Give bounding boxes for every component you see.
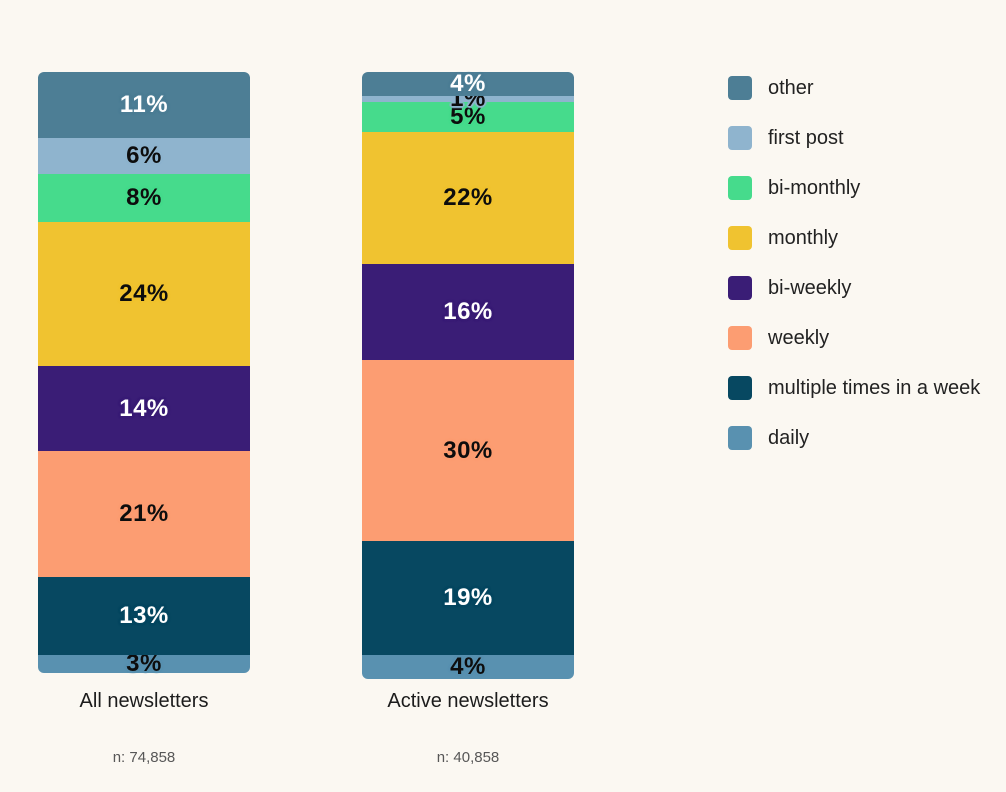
sample-size-active-newsletters: n: 40,858 (436, 749, 500, 766)
category-label-all-newsletters: All newsletters (79, 690, 209, 712)
bar-segment-first-post[interactable]: 1% (362, 86, 574, 112)
legend-label: monthly (768, 227, 839, 249)
legend-swatch-weekly (728, 326, 752, 350)
legend-swatch-bi-weekly (728, 276, 752, 300)
bar-segment-weekly[interactable]: 30% (362, 360, 574, 541)
legend-label: daily (768, 427, 810, 449)
bar-segment-daily[interactable]: 4% (362, 652, 574, 680)
bar-segment-bi-weekly[interactable]: 16% (362, 264, 574, 361)
bar-segment-other[interactable]: 11% (38, 72, 250, 139)
segment-value-label: 19% (443, 583, 493, 611)
legend-label: first post (768, 127, 844, 149)
legend-item-weekly[interactable]: weekly (728, 323, 988, 353)
legend-swatch-multiple-times-in-a-week (728, 376, 752, 400)
segment-value-label: 22% (443, 184, 493, 212)
bar-segment-multiple-times-in-a-week[interactable]: 13% (38, 576, 250, 655)
legend-item-first-post[interactable]: first post (728, 123, 988, 153)
legend-swatch-daily (728, 426, 752, 450)
bar-segment-monthly[interactable]: 24% (38, 222, 250, 367)
category-label-active-newsletters: Active newsletters (387, 690, 549, 712)
legend-label: multiple times in a week (768, 377, 981, 399)
segment-value-label: 8% (126, 184, 162, 212)
bar-segment-weekly[interactable]: 21% (38, 450, 250, 577)
bar-segment-monthly[interactable]: 22% (362, 132, 574, 265)
segment-value-label: 5% (450, 103, 486, 131)
bar-active-newsletters: 4% 1% 5% 22% 16% 30% 19% 4% (362, 70, 574, 679)
legend-item-monthly[interactable]: monthly (728, 223, 988, 253)
legend-swatch-bi-monthly (728, 176, 752, 200)
legend-swatch-other (728, 76, 752, 100)
bar-segment-bi-weekly[interactable]: 14% (38, 366, 250, 451)
bar-all-newsletters: 11% 6% 8% 24% 14% 21% 13% 3% (38, 72, 250, 676)
bar-segment-daily[interactable]: 3% (38, 650, 250, 676)
legend-item-multiple-times-in-a-week[interactable]: multiple times in a week (728, 373, 988, 403)
segment-value-label: 4% (450, 652, 486, 680)
bar-segment-bi-monthly[interactable]: 8% (38, 174, 250, 223)
segment-value-label: 14% (119, 394, 169, 422)
bar-segment-first-post[interactable]: 6% (38, 138, 250, 175)
bar-segment-bi-monthly[interactable]: 5% (362, 102, 574, 133)
legend-label: bi-monthly (768, 177, 861, 199)
segment-value-label: 16% (443, 298, 493, 326)
legend-item-bi-weekly[interactable]: bi-weekly (728, 273, 988, 303)
legend-item-daily[interactable]: daily (728, 423, 988, 453)
segment-value-label: 30% (443, 436, 493, 464)
legend-swatch-monthly (728, 226, 752, 250)
segment-value-label: 24% (119, 280, 169, 308)
segment-value-label: 6% (126, 142, 162, 170)
legend-label: weekly (768, 327, 830, 349)
legend-swatch-first-post (728, 126, 752, 150)
legend-item-bi-monthly[interactable]: bi-monthly (728, 173, 988, 203)
bar-segment-multiple-times-in-a-week[interactable]: 19% (362, 540, 574, 655)
sample-size-all-newsletters: n: 74,858 (112, 749, 176, 766)
legend-label: other (768, 77, 814, 99)
segment-value-label: 21% (119, 499, 169, 527)
bar-segment-other[interactable]: 4% (362, 70, 574, 98)
legend-item-other[interactable]: other (728, 73, 988, 103)
segment-value-label: 13% (119, 601, 169, 629)
legend: other first post bi-monthly monthly bi-weekl… (728, 73, 988, 453)
legend-label: bi-weekly (768, 277, 852, 299)
segment-value-label: 4% (450, 70, 486, 98)
segment-value-label: 11% (119, 91, 169, 119)
